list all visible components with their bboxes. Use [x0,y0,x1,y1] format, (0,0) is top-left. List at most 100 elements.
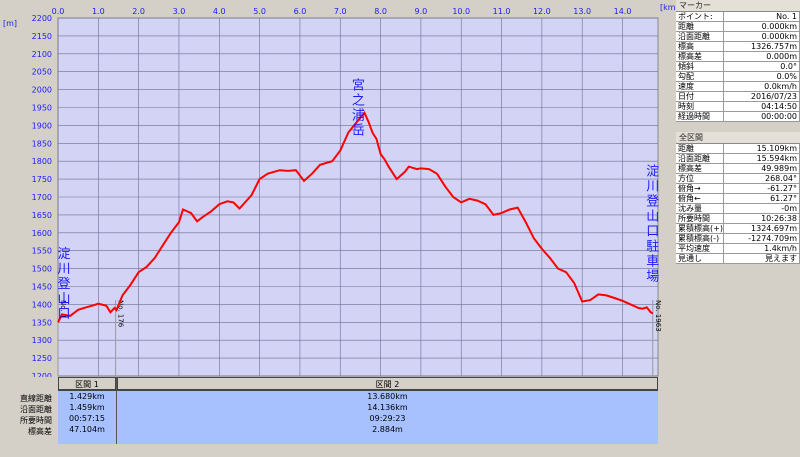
marker-label: No. 1963 [654,300,662,332]
info-value: 2016/07/23 [724,92,800,102]
y-tick-label: 1200 [32,372,52,377]
y-tick-label: 1250 [32,354,52,363]
section-summary-table: 区間 1 1.429km 1.459km 00:57:15 47.104m 区間… [58,377,658,444]
info-value: No. 1 [724,12,800,22]
x-tick-label: 0.0 [52,7,65,16]
x-tick-label: 3.0 [173,7,186,16]
marker-label: No. 1 [59,300,67,318]
info-value: 1326.757m [724,42,800,52]
marker-info-panel: マーカー ポイント: No. 1 距離 0.000km 沿面距離 0.000km 標高 132… [676,0,800,122]
info-label: 沿面距離 [676,154,724,164]
info-value: 0.0° [724,62,800,72]
info-label: 沿面距離 [676,32,724,42]
y-tick-label: 1650 [32,211,52,220]
x-tick-label: 2.0 [132,7,145,16]
y-tick-label: 1300 [32,336,52,345]
y-tick-label: 2050 [32,68,52,77]
section-2-header[interactable]: 区間 2 [117,377,658,391]
y-tick-label: 2100 [32,50,52,59]
info-value: 61.27° [724,194,800,204]
info-label: 標高差 [676,164,724,174]
y-unit-label: [m] [3,19,17,28]
grid-lines [57,17,658,377]
y-tick-label: 1850 [32,139,52,148]
section-2-duration: 09:29:23 [369,414,406,423]
y-tick-label: 2000 [32,86,52,95]
info-label: 沈み量 [676,204,724,214]
y-tick-label: 1800 [32,157,52,166]
section-1-header[interactable]: 区間 1 [58,377,116,391]
info-value: -1274.709m [724,234,800,244]
info-value: 1.4km/h [724,244,800,254]
section-1-elevation-diff: 47.104m [69,425,105,434]
info-value: -0m [724,204,800,214]
info-value: 00:00:00 [724,112,800,122]
info-value: 15.109km [724,144,800,154]
bottom-table-row-labels: 直線距離 沿面距離 所要時間 標高差 [0,377,58,437]
y-tick-label: 1550 [32,247,52,256]
x-tick-label: 4.0 [213,7,226,16]
info-label: 方位 [676,174,724,184]
x-tick-label: 6.0 [294,7,307,16]
marker-panel-title: マーカー [676,0,800,12]
x-tick-label: 10.0 [452,7,470,16]
section-1-column[interactable]: 区間 1 1.429km 1.459km 00:57:15 47.104m [58,377,116,444]
row-label: 沿面距離 [20,405,52,414]
section-1-surface-distance: 1.459km [69,403,105,412]
info-label: 距離 [676,22,724,32]
total-info-grid: 距離 15.109km 沿面距離 15.594km 標高差 49.989m 方位 268.04… [676,144,800,264]
info-label: 平均速度 [676,244,724,254]
info-label: 傾斜 [676,62,724,72]
section-2-surface-distance: 14.136km [367,403,408,412]
row-label: 標高差 [28,427,52,436]
info-value: 0.000km [724,32,800,42]
y-tick-label: 1750 [32,175,52,184]
info-label: 累積標高(-) [676,234,724,244]
section-1-distance: 1.429km [69,392,105,401]
x-axis-ticks: 0.0 1.0 2.0 3.0 4.0 5.0 6.0 7.0 8.0 9.0 10.0 11.0 12… [52,7,632,16]
annotation-label: 淀川登山口 [57,247,70,322]
info-value: 268.04° [724,174,800,184]
info-label: 日付 [676,92,724,102]
info-label: 距離 [676,144,724,154]
y-tick-label: 1500 [32,265,52,274]
x-tick-label: 14.0 [614,7,632,16]
info-label: 時刻 [676,102,724,112]
info-label: ポイント: [676,12,724,22]
y-tick-label: 1350 [32,318,52,327]
info-value: 0.000km [724,22,800,32]
x-tick-label: 12.0 [533,7,551,16]
y-axis-ticks: 1200 1250 1300 1350 1400 1450 1500 1550 1600 1650… [32,14,52,377]
info-label: 標高差 [676,52,724,62]
total-panel-title: 全区間 [676,132,800,144]
info-label: 速度 [676,82,724,92]
annotation-label: 淀川登山口駐車場 [646,165,659,285]
elevation-profile-line [57,111,654,323]
x-unit-label: [km] [660,3,676,12]
y-tick-label: 1950 [32,104,52,113]
y-tick-label: 1400 [32,300,52,309]
y-tick-label: 2200 [32,14,52,23]
elevation-chart: 0.0 1.0 2.0 3.0 4.0 5.0 6.0 7.0 8.0 9.0 10.0 11.0 12… [3,3,676,377]
y-tick-label: 1600 [32,229,52,238]
x-tick-label: 5.0 [253,7,266,16]
row-label: 直線距離 [20,394,52,403]
info-value: -61.27° [724,184,800,194]
x-tick-label: 9.0 [415,7,428,16]
total-info-panel: 全区間 距離 15.109km 沿面距離 15.594km 標高差 49.989m 方位 26… [676,132,800,264]
section-1-duration: 00:57:15 [69,414,105,423]
info-label: 経過時間 [676,112,724,122]
y-tick-label: 1900 [32,121,52,130]
section-2-elevation-diff: 2.884m [372,425,403,434]
y-tick-label: 1700 [32,193,52,202]
x-tick-label: 8.0 [374,7,387,16]
info-label: 所要時間 [676,214,724,224]
x-tick-label: 7.0 [334,7,347,16]
section-2-column[interactable]: 区間 2 13.680km 14.136km 09:29:23 2.884m [117,377,658,444]
row-label: 所要時間 [20,416,52,425]
info-value: 1324.697m [724,224,800,234]
info-value: 見えます [724,254,800,264]
info-label: 俯角→ [676,184,724,194]
x-tick-label: 13.0 [573,7,591,16]
